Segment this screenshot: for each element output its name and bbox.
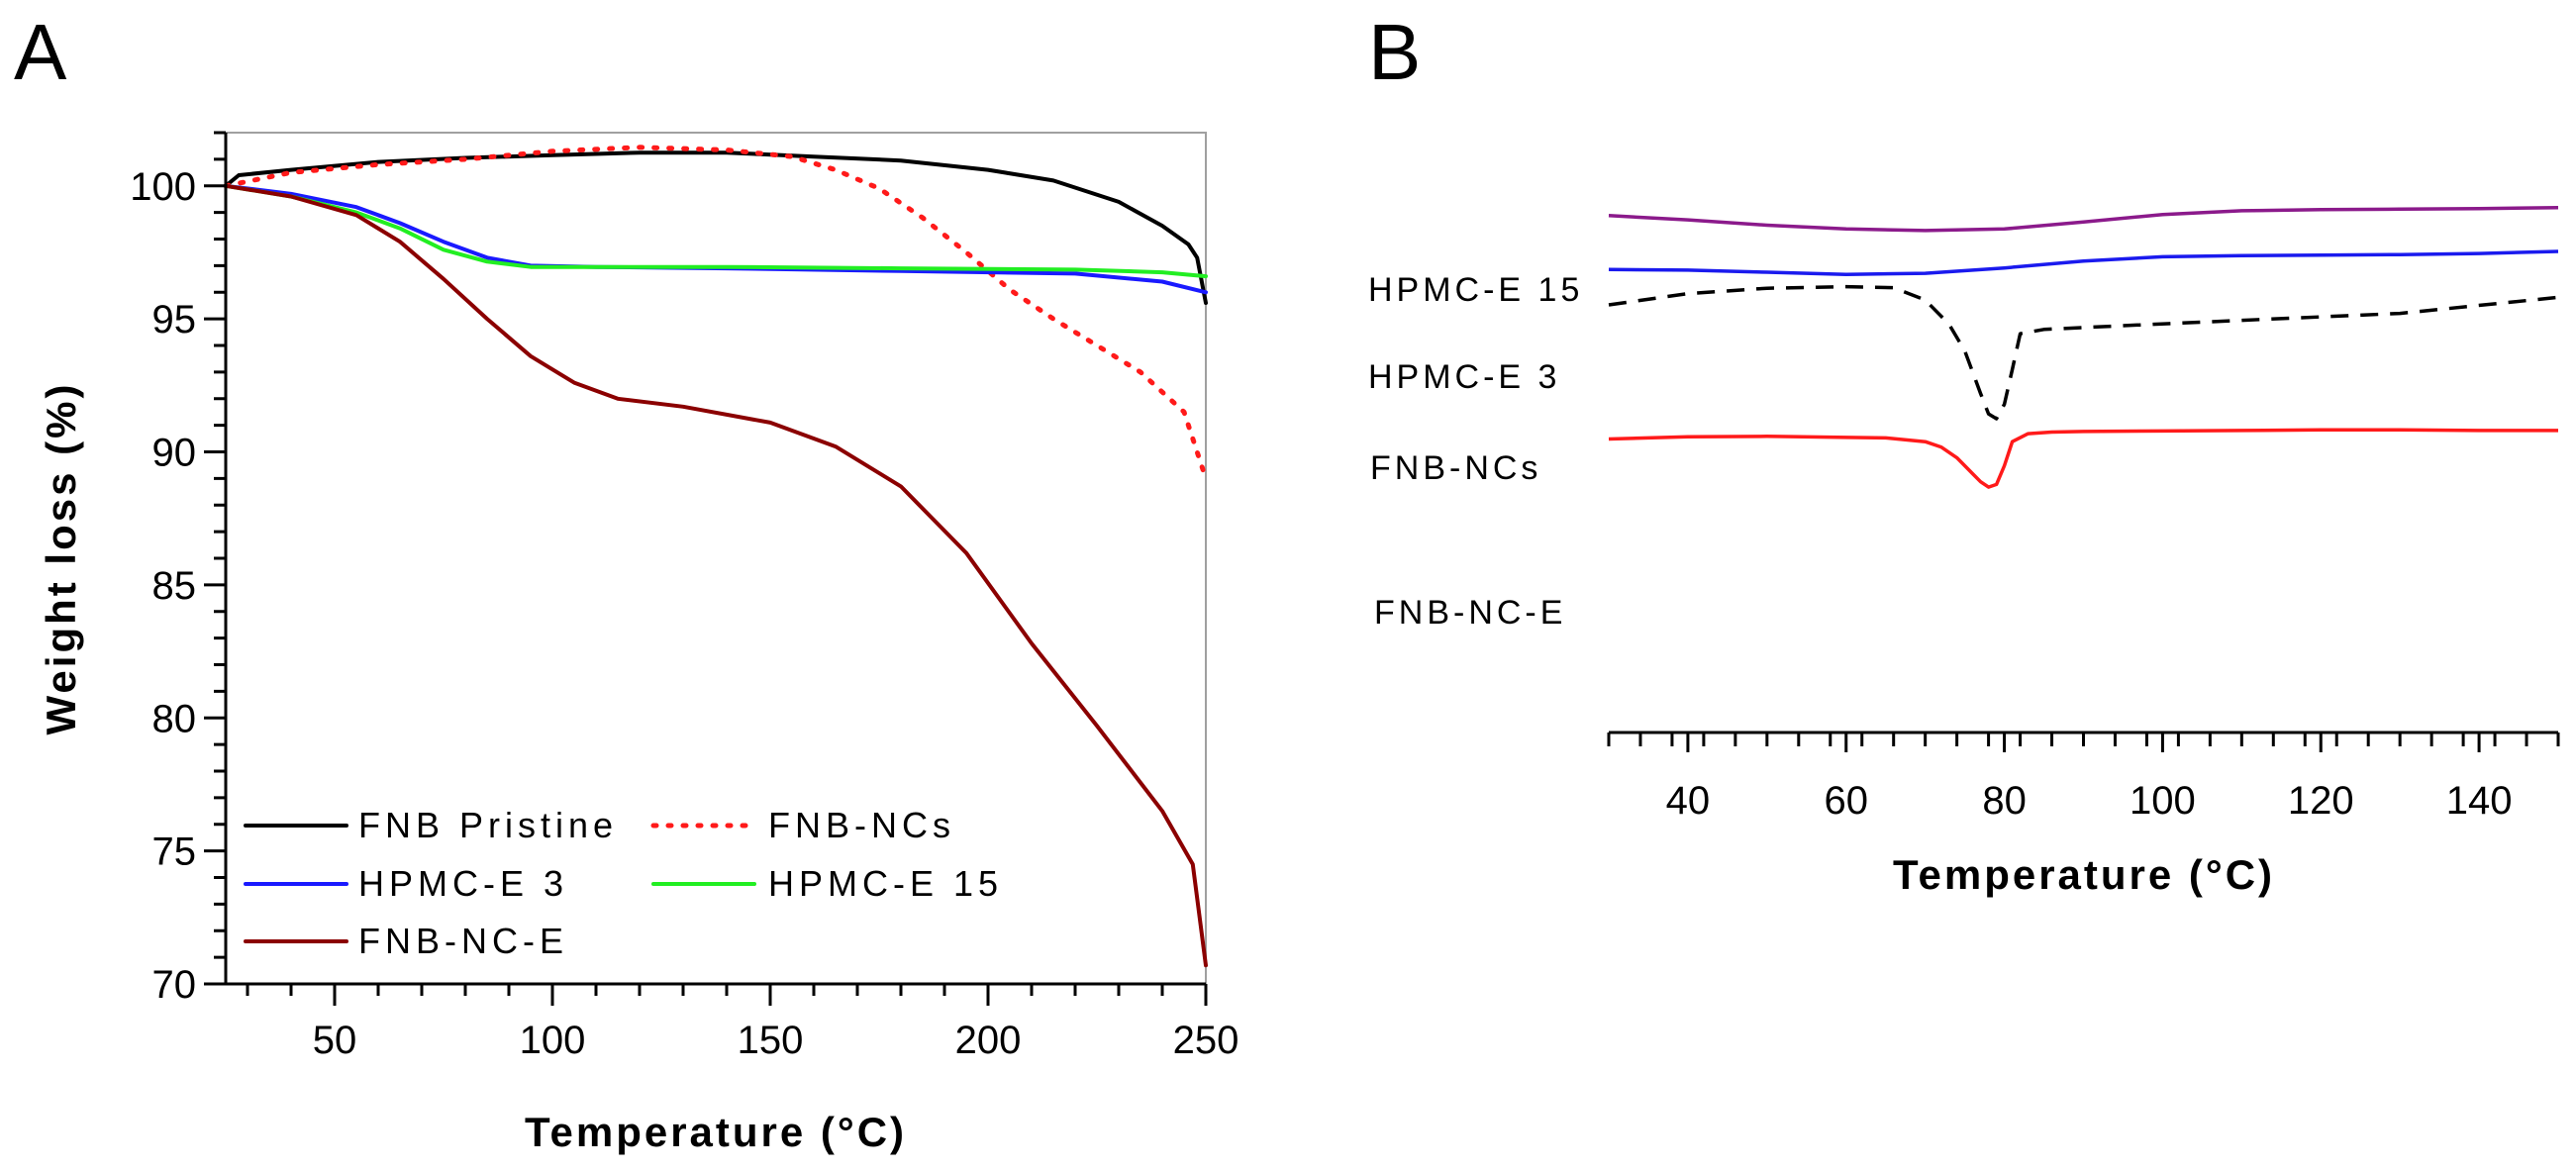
chart-b-x-axis-title: Temperature (°C) [1893, 851, 2275, 898]
y-tick-label: 100 [130, 165, 196, 209]
y-tick-label: 75 [152, 830, 197, 874]
chart-a-y-axis-title: Weight loss (%) [38, 382, 84, 735]
x-tick-label: 250 [1173, 1019, 1239, 1062]
x-tick-label: 100 [2130, 779, 2196, 823]
chart-a: 50 100 150 200 250 70 75 80 85 90 95 100 Temperatur… [38, 131, 1239, 1155]
chart-b: 40 60 80 100 120 140 Temperature (°C) HPMC-E … [1368, 205, 2560, 898]
series-line-fnb-nc-e [224, 183, 1208, 968]
series-line-fnb-nc-e [1608, 428, 2558, 489]
y-tick-label: 85 [152, 564, 197, 608]
x-tick-label: 100 [520, 1019, 586, 1062]
x-tick-label: 80 [1982, 779, 2027, 823]
chart-b-label-fnb-ncs: FNB-NCs [1370, 449, 1541, 487]
x-tick-label: 140 [2446, 779, 2513, 823]
series-line-hpmc-e-3 [1608, 249, 2559, 276]
chart-b-ticks: 40 60 80 100 120 140 [1607, 732, 2560, 823]
legend-label-hpmc-e15: HPMC-E 15 [768, 863, 1003, 904]
series-line-fnb-pristine [224, 150, 1208, 305]
chart-b-series-group [1608, 205, 2559, 489]
series-line-fnb-ncs [223, 145, 1209, 481]
x-tick-label: 120 [2288, 779, 2354, 823]
x-tick-label: 40 [1666, 779, 1711, 823]
x-tick-label: 150 [738, 1019, 804, 1062]
x-tick-label: 50 [313, 1019, 357, 1062]
chart-a-legend: FNB Pristine FNB-NCs HPMC-E 3 HPMC-E 15 … [244, 805, 1003, 961]
chart-b-label-fnb-nc-e: FNB-NC-E [1374, 594, 1566, 632]
legend-label-fnb-pristine: FNB Pristine [358, 805, 618, 845]
chart-b-label-hpmc-e15: HPMC-E 15 [1368, 271, 1583, 309]
panel-letter-a: A [14, 8, 67, 96]
chart-a-plot-frame [225, 132, 1207, 985]
legend-label-fnb-ncs: FNB-NCs [768, 805, 955, 845]
legend-label-hpmc-e3: HPMC-E 3 [358, 863, 568, 904]
y-tick-label: 90 [152, 432, 197, 475]
x-tick-label: 60 [1825, 779, 1869, 823]
series-line-hpmc-e-15 [1608, 205, 2559, 233]
panel-letter-b: B [1368, 8, 1421, 96]
chart-a-series-group [223, 145, 1209, 968]
chart-b-label-hpmc-e3: HPMC-E 3 [1368, 358, 1560, 396]
legend-label-fnb-nc-e: FNB-NC-E [358, 921, 568, 961]
x-tick-label: 200 [955, 1019, 1022, 1062]
y-tick-label: 95 [152, 298, 197, 342]
y-tick-label: 80 [152, 697, 197, 740]
chart-a-ticks: 50 100 150 200 250 70 75 80 85 90 95 100 [130, 131, 1239, 1062]
series-line-hpmc-e-15 [224, 183, 1208, 279]
series-line-fnb-ncs [1608, 284, 2559, 421]
chart-a-x-axis-title: Temperature (°C) [525, 1109, 907, 1155]
series-line-hpmc-e-3 [224, 183, 1208, 295]
y-tick-label: 70 [152, 963, 197, 1007]
